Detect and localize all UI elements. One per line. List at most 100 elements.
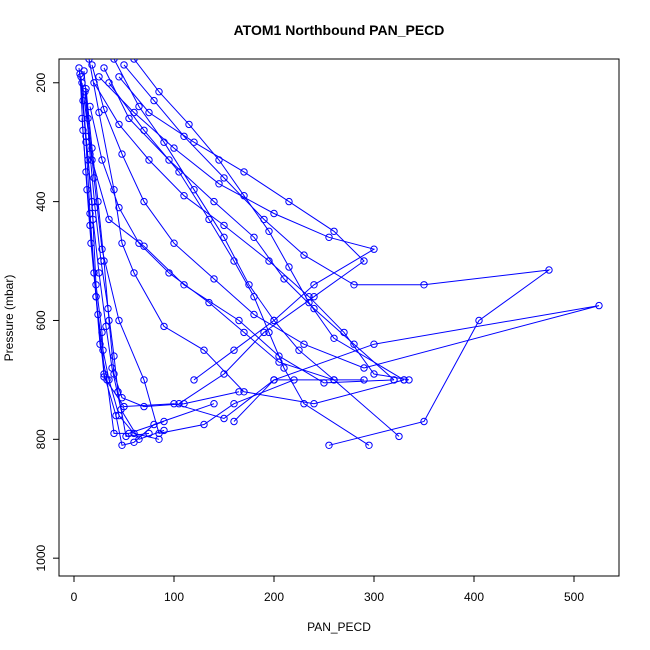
data-point <box>175 168 183 176</box>
data-point <box>235 388 243 396</box>
data-point <box>100 370 108 378</box>
data-point <box>115 73 123 81</box>
data-point <box>360 257 368 265</box>
data-point <box>230 400 238 408</box>
series-line <box>83 70 295 434</box>
data-point <box>86 209 94 218</box>
series-8 <box>100 64 398 384</box>
series-14 <box>105 79 373 449</box>
chart-title: ATOM1 Northbound PAN_PECD <box>234 22 445 38</box>
data-point <box>230 417 238 426</box>
data-point <box>200 420 208 429</box>
data-point <box>330 334 338 342</box>
series-line <box>118 76 365 405</box>
data-point <box>220 414 228 423</box>
series-line <box>108 82 370 446</box>
data-point <box>240 192 248 200</box>
data-point <box>118 239 126 247</box>
data-point <box>92 281 100 289</box>
data-point <box>260 328 268 337</box>
data-point <box>95 73 103 81</box>
data-point <box>118 150 126 158</box>
data-point <box>300 340 308 348</box>
x-tick-label: 200 <box>264 590 284 604</box>
data-point <box>81 88 89 96</box>
data-point <box>280 364 288 372</box>
data-point <box>475 316 483 325</box>
data-point <box>165 269 173 277</box>
data-point <box>175 400 183 408</box>
data-point <box>98 156 106 164</box>
data-point <box>100 105 108 114</box>
y-tick-label: 800 <box>34 429 48 449</box>
data-point <box>330 227 338 236</box>
data-point <box>105 376 113 384</box>
data-point <box>285 263 293 271</box>
data-point <box>270 376 278 384</box>
data-point <box>122 432 130 441</box>
series-line <box>91 64 600 422</box>
series-19 <box>78 114 163 443</box>
data-point <box>370 340 378 348</box>
data-point <box>240 168 248 176</box>
data-point <box>96 340 104 348</box>
data-point <box>205 298 213 307</box>
data-point <box>115 316 123 325</box>
series-line <box>88 59 405 405</box>
data-point <box>310 281 318 289</box>
data-point <box>270 316 278 325</box>
data-point <box>180 192 188 200</box>
data-point <box>165 156 173 164</box>
data-point <box>90 269 98 277</box>
data-point <box>205 215 213 224</box>
data-point <box>235 316 243 325</box>
data-point <box>155 88 163 96</box>
data-point <box>145 108 153 117</box>
data-point <box>250 233 258 242</box>
data-point <box>155 435 163 443</box>
data-point <box>110 429 118 438</box>
x-tick-label: 100 <box>164 590 184 604</box>
series-line <box>133 59 405 381</box>
data-point <box>97 257 105 265</box>
data-point <box>240 328 248 337</box>
data-point <box>140 376 148 384</box>
data-point <box>200 346 208 354</box>
y-axis: 200 400 600 800 1000 <box>34 72 60 572</box>
data-point <box>370 370 378 378</box>
data-point <box>103 376 111 384</box>
data-point <box>78 114 86 123</box>
data-point <box>145 156 153 164</box>
data-point <box>365 441 373 449</box>
series-line <box>113 59 335 381</box>
data-point <box>86 150 94 158</box>
data-point <box>405 376 413 384</box>
data-point <box>104 304 112 313</box>
data-point <box>120 61 128 69</box>
y-tick-label: 200 <box>34 72 48 92</box>
data-point <box>86 102 94 111</box>
data-point <box>220 370 228 378</box>
data-point <box>420 417 428 426</box>
series-layer <box>75 59 603 449</box>
y-axis-label: Pressure (mbar) <box>2 275 16 362</box>
data-point <box>105 79 113 87</box>
data-point <box>114 388 122 396</box>
data-point <box>91 203 99 212</box>
data-point <box>190 138 198 146</box>
data-point <box>330 376 338 384</box>
series-line <box>89 106 400 437</box>
data-point <box>400 376 408 384</box>
data-point <box>210 197 218 206</box>
x-axis-label: PAN_PECD <box>307 620 371 634</box>
data-point <box>125 114 133 123</box>
data-point <box>86 221 94 230</box>
data-point <box>170 144 178 152</box>
data-point <box>115 120 123 129</box>
series-line <box>103 67 395 381</box>
data-point <box>190 376 198 384</box>
y-tick-label: 1000 <box>34 545 48 572</box>
data-point <box>390 376 398 384</box>
data-point <box>88 61 96 69</box>
data-point <box>310 400 318 408</box>
